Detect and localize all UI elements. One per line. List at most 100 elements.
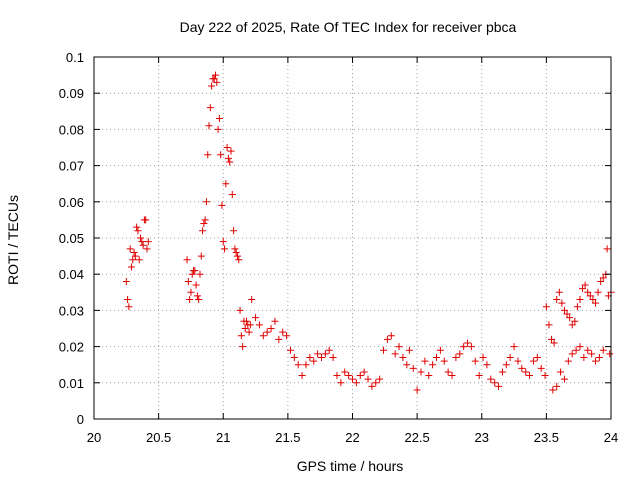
data-point [199,227,207,235]
data-point [603,245,611,253]
data-point [224,154,232,162]
data-point [134,227,142,235]
data-point [380,346,388,354]
data-point [317,353,325,361]
x-tick-label: 24 [604,430,618,445]
data-point [237,332,245,340]
data-point [571,317,579,325]
y-tick-label: 0.06 [59,195,84,210]
data-point [246,321,254,329]
data-point [491,379,499,387]
data-point [186,296,194,304]
data-point [566,314,574,322]
data-point [405,346,413,354]
data-point [275,335,283,343]
data-point [188,270,196,278]
data-point [460,343,468,351]
data-point [201,216,209,224]
data-point [129,256,137,264]
data-point [349,375,356,383]
data-point [187,288,195,296]
x-tick-label: 21.5 [275,430,300,445]
data-point [310,357,318,365]
data-point [529,357,537,365]
data-point [329,353,337,361]
data-point [267,325,275,332]
data-point [391,350,399,358]
data-point [215,115,223,123]
data-point [232,248,240,256]
data-point [259,332,267,340]
data-point [196,270,204,278]
data-point [133,223,141,231]
data-point [560,306,568,314]
data-point [195,296,203,304]
data-point [321,350,329,358]
data-point [483,361,491,369]
data-point [471,357,479,365]
data-point [387,332,395,340]
y-tick-label: 0.1 [66,50,84,65]
data-point [368,382,376,390]
data-point [586,292,594,300]
data-point [399,353,407,361]
data-point [202,198,210,206]
data-point [226,158,234,166]
data-point [576,343,584,351]
data-point [302,361,310,369]
data-point [510,343,518,351]
data-point [142,216,150,224]
data-point [252,314,260,322]
data-point [518,364,526,372]
data-point [131,252,139,260]
data-point [227,147,235,155]
data-point [440,357,448,365]
data-point [436,346,444,354]
x-tick-label: 22 [345,430,359,445]
data-point [356,372,364,380]
data-point [271,317,279,325]
data-point [294,361,302,369]
data-point [245,328,253,336]
data-point [599,274,607,282]
data-point [591,299,599,307]
data-point [233,252,241,260]
data-point [241,325,249,332]
data-point [464,339,472,347]
data-point [409,364,417,372]
data-point [557,368,565,376]
data-point [591,357,599,365]
data-point [223,144,231,151]
data-point [228,191,236,199]
data-point [533,353,541,361]
data-point [231,245,239,253]
x-axis-label: GPS time / hours [297,458,404,474]
y-tick-label: 0.02 [59,340,84,355]
data-point [568,350,576,358]
y-tick-label: 0.07 [59,159,84,174]
data-point [144,238,152,246]
data-point [579,285,587,293]
data-point [452,353,460,361]
data-point [193,292,201,300]
data-point [555,288,563,296]
data-point [221,245,229,253]
data-point [236,306,244,314]
data-point [279,328,287,336]
data-point [360,368,368,376]
chart-title: Day 222 of 2025, Rate Of TEC Index for r… [180,19,517,35]
data-point [383,335,391,343]
data-point [222,180,230,188]
data-point [573,303,581,311]
data-point [230,227,238,235]
data-point [553,382,561,390]
data-point [553,296,561,304]
data-point [211,71,219,79]
data-point [495,382,503,390]
data-point [213,78,221,86]
data-point [599,346,607,354]
data-point [298,372,306,380]
data-point [444,368,452,376]
